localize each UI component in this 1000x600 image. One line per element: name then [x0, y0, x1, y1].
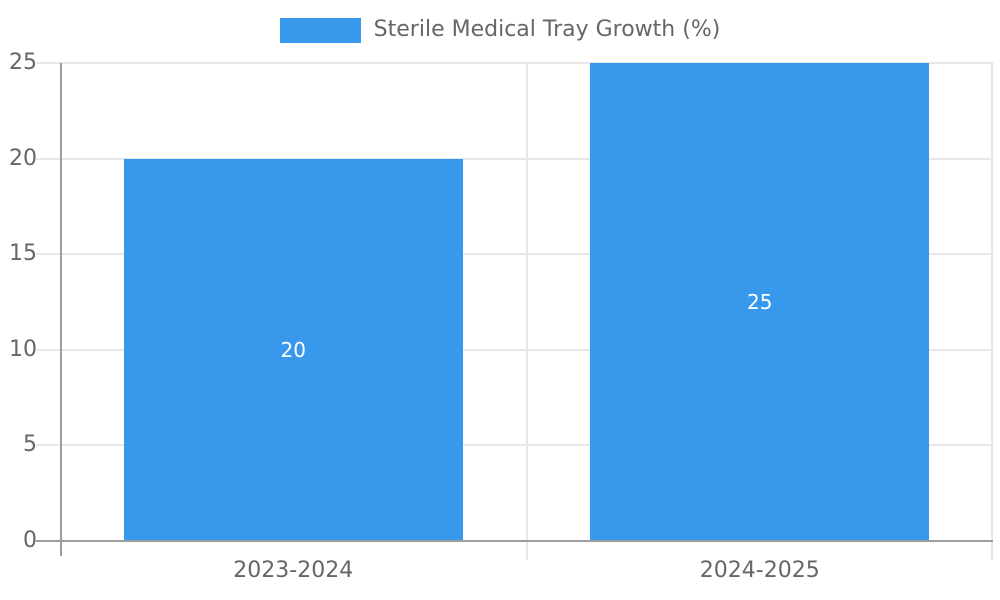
plot-right-border: [991, 63, 993, 560]
gridline-5: [36, 444, 993, 447]
gridline-25: [36, 62, 993, 64]
y-tick-label: 20: [9, 145, 37, 171]
legend: Sterile Medical Tray Growth (%): [0, 17, 1000, 43]
y-tick-label: 10: [9, 336, 37, 362]
bar-value-label: 25: [747, 290, 773, 314]
legend-swatch: [279, 17, 361, 43]
x-axis-labels: 2023-2024 2024-2025: [60, 558, 993, 584]
bar-value-label: 20: [280, 337, 306, 362]
bar-2023-2024: 20: [123, 158, 463, 541]
x-tick-label: 2024-2025: [699, 558, 820, 583]
y-tick-label: 15: [9, 241, 37, 267]
gridline-20: [36, 157, 993, 160]
y-tick-label: 0: [23, 528, 37, 553]
legend-label: Sterile Medical Tray Growth (%): [373, 17, 721, 42]
x-tick-label: 2023-2024: [233, 558, 354, 583]
gridline-10: [36, 348, 993, 351]
plot-area: 20 25: [36, 62, 993, 560]
y-tick-label: 5: [23, 432, 37, 458]
y-tick-label: 25: [9, 50, 37, 75]
x-axis-line: [36, 540, 993, 542]
category-separator-line: [525, 63, 528, 560]
y-axis-line: [60, 63, 62, 556]
gridline-15: [36, 253, 993, 256]
bar-2024-2025: 25: [590, 63, 930, 541]
